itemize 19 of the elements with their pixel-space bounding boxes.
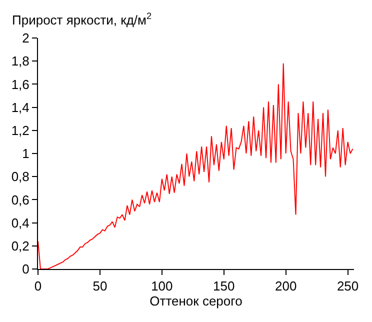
y-tick-label: 0,2 bbox=[11, 238, 30, 254]
y-tick-label: 1,4 bbox=[11, 100, 30, 115]
y-axis-title: Прирост яркости, кд/м$^{2}$ bbox=[12, 11, 152, 28]
y-tick-label: 0,4 bbox=[11, 215, 30, 230]
x-tick-label: 150 bbox=[213, 278, 235, 294]
y-tick-label: 0,8 bbox=[11, 169, 30, 184]
x-tick-label: 100 bbox=[151, 278, 173, 294]
x-tick-label: 200 bbox=[274, 278, 297, 294]
y-tick-label: 1,2 bbox=[11, 122, 30, 138]
y-tick-label: 1,6 bbox=[11, 76, 30, 92]
x-tick-label: 0 bbox=[34, 278, 42, 294]
x-tick-label: 50 bbox=[92, 278, 108, 294]
y-tick-label: 0 bbox=[22, 262, 30, 277]
x-axis-title: Оттенок серого bbox=[150, 294, 242, 309]
y-tick-label: 2 bbox=[22, 30, 30, 46]
y-tick-label: 0,6 bbox=[11, 192, 30, 208]
x-tick-label: 250 bbox=[336, 278, 359, 294]
y-tick-label: 1,8 bbox=[11, 54, 30, 69]
y-tick-label: 1 bbox=[22, 146, 30, 162]
